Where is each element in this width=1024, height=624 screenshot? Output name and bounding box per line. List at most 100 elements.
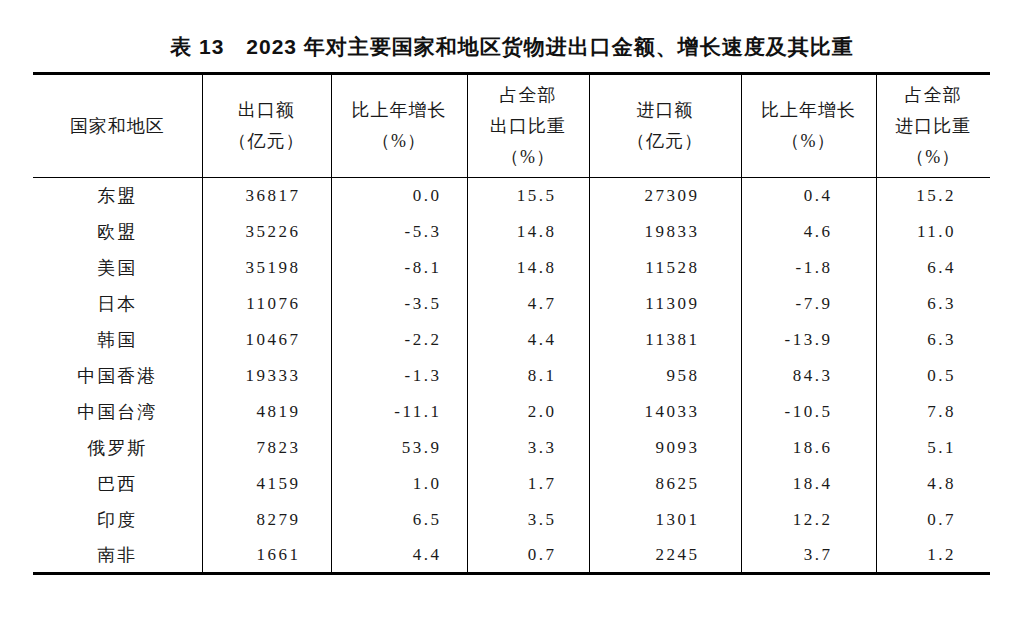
header-line: （%） (332, 126, 467, 157)
value-cell: 4819 (202, 394, 331, 430)
region-cell: 韩国 (33, 322, 202, 358)
value-cell: 1.7 (467, 466, 589, 502)
value-cell: 6.5 (331, 502, 467, 538)
value-cell: -1.8 (741, 250, 876, 286)
region-cell: 巴西 (33, 466, 202, 502)
column-header-export-share: 占全部出口比重（%） (467, 74, 589, 178)
column-header-region: 国家和地区 (33, 74, 202, 178)
region-cell: 南非 (33, 538, 202, 574)
value-cell: 7823 (202, 430, 331, 466)
table-row: 东盟368170.015.5273090.415.2 (33, 178, 990, 214)
value-cell: 19833 (589, 214, 741, 250)
value-cell: 15.2 (876, 178, 990, 214)
value-cell: 3.3 (467, 430, 589, 466)
value-cell: 15.5 (467, 178, 589, 214)
header-line: （%） (742, 126, 876, 157)
value-cell: 84.3 (741, 358, 876, 394)
value-cell: 14.8 (467, 214, 589, 250)
value-cell: 6.4 (876, 250, 990, 286)
value-cell: 6.3 (876, 286, 990, 322)
table-row: 中国香港19333-1.38.195884.30.5 (33, 358, 990, 394)
value-cell: 11381 (589, 322, 741, 358)
value-cell: 1.0 (331, 466, 467, 502)
value-cell: 3.5 (467, 502, 589, 538)
header-line: 出口额 (203, 95, 331, 126)
value-cell: 3.7 (741, 538, 876, 574)
header-line: （亿元） (590, 126, 741, 157)
value-cell: 12.2 (741, 502, 876, 538)
value-cell: 9093 (589, 430, 741, 466)
value-cell: -13.9 (741, 322, 876, 358)
value-cell: 0.4 (741, 178, 876, 214)
value-cell: 1661 (202, 538, 331, 574)
region-cell: 日本 (33, 286, 202, 322)
table-row: 中国台湾4819-11.12.014033-10.57.8 (33, 394, 990, 430)
value-cell: 4.6 (741, 214, 876, 250)
table-row: 南非16614.40.722453.71.2 (33, 538, 990, 574)
value-cell: 11528 (589, 250, 741, 286)
value-cell: 36817 (202, 178, 331, 214)
table-row: 美国35198-8.114.811528-1.86.4 (33, 250, 990, 286)
region-cell: 欧盟 (33, 214, 202, 250)
value-cell: 4159 (202, 466, 331, 502)
value-cell: 11076 (202, 286, 331, 322)
value-cell: 2.0 (467, 394, 589, 430)
header-line: 比上年增长 (742, 95, 876, 126)
value-cell: 18.4 (741, 466, 876, 502)
value-cell: 8625 (589, 466, 741, 502)
value-cell: 0.7 (876, 502, 990, 538)
value-cell: 1.2 (876, 538, 990, 574)
value-cell: 6.3 (876, 322, 990, 358)
value-cell: -3.5 (331, 286, 467, 322)
header-line: 出口比重 (468, 111, 589, 142)
value-cell: 35226 (202, 214, 331, 250)
column-header-import-share: 占全部进口比重（%） (876, 74, 990, 178)
value-cell: 27309 (589, 178, 741, 214)
value-cell: 14.8 (467, 250, 589, 286)
table-row: 日本11076-3.54.711309-7.96.3 (33, 286, 990, 322)
value-cell: -2.2 (331, 322, 467, 358)
table-row: 韩国10467-2.24.411381-13.96.3 (33, 322, 990, 358)
document-page: 表 13 2023 年对主要国家和地区货物进出口金额、增长速度及其比重 国家和地… (0, 0, 1024, 624)
value-cell: 11.0 (876, 214, 990, 250)
data-table: 国家和地区出口额（亿元）比上年增长（%）占全部出口比重（%）进口额（亿元）比上年… (33, 72, 990, 575)
table-row: 巴西41591.01.7862518.44.8 (33, 466, 990, 502)
value-cell: -5.3 (331, 214, 467, 250)
table-title: 表 13 2023 年对主要国家和地区货物进出口金额、增长速度及其比重 (0, 0, 1024, 61)
column-header-export-value: 出口额（亿元） (202, 74, 331, 178)
header-line: （%） (877, 142, 991, 173)
value-cell: -10.5 (741, 394, 876, 430)
region-cell: 中国香港 (33, 358, 202, 394)
header-line: 比上年增长 (332, 95, 467, 126)
value-cell: 35198 (202, 250, 331, 286)
header-line: （%） (468, 142, 589, 173)
column-header-export-growth: 比上年增长（%） (331, 74, 467, 178)
value-cell: 4.4 (467, 322, 589, 358)
value-cell: -7.9 (741, 286, 876, 322)
column-header-import-growth: 比上年增长（%） (741, 74, 876, 178)
header-line: （亿元） (203, 126, 331, 157)
value-cell: 53.9 (331, 430, 467, 466)
header-line: 国家和地区 (33, 111, 202, 142)
table-body: 东盟368170.015.5273090.415.2欧盟35226-5.314.… (33, 178, 990, 574)
header-line: 占全部 (877, 80, 991, 111)
region-cell: 中国台湾 (33, 394, 202, 430)
value-cell: 4.4 (331, 538, 467, 574)
region-cell: 东盟 (33, 178, 202, 214)
header-row: 国家和地区出口额（亿元）比上年增长（%）占全部出口比重（%）进口额（亿元）比上年… (33, 74, 990, 178)
value-cell: -8.1 (331, 250, 467, 286)
value-cell: 5.1 (876, 430, 990, 466)
value-cell: 18.6 (741, 430, 876, 466)
value-cell: 0.7 (467, 538, 589, 574)
region-cell: 美国 (33, 250, 202, 286)
value-cell: 958 (589, 358, 741, 394)
column-header-import-value: 进口额（亿元） (589, 74, 741, 178)
region-cell: 印度 (33, 502, 202, 538)
value-cell: 4.7 (467, 286, 589, 322)
value-cell: 1301 (589, 502, 741, 538)
value-cell: 8.1 (467, 358, 589, 394)
value-cell: 10467 (202, 322, 331, 358)
table-row: 印度82796.53.5130112.20.7 (33, 502, 990, 538)
header-line: 进口比重 (877, 111, 991, 142)
value-cell: 11309 (589, 286, 741, 322)
